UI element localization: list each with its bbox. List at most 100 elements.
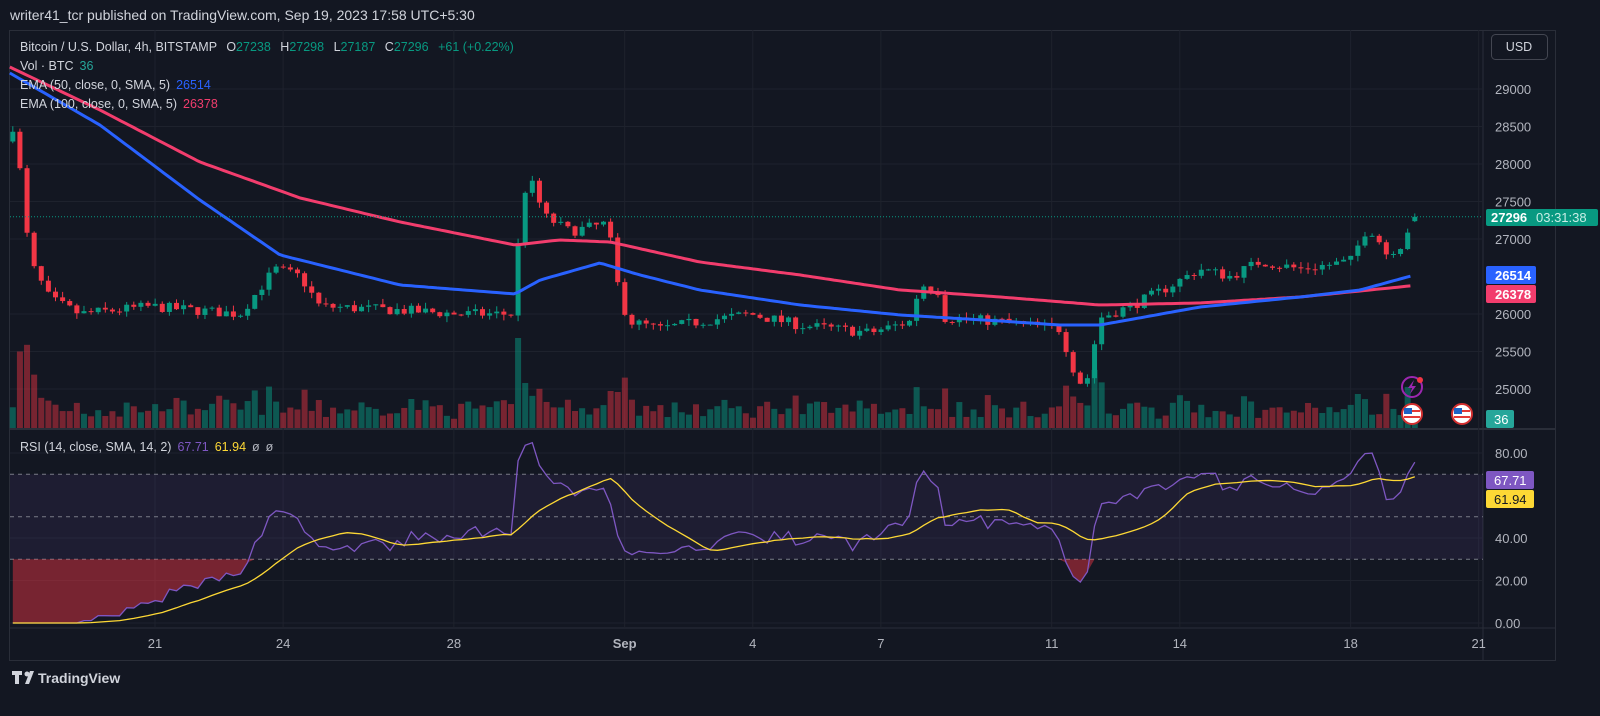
volume-bar [223,399,230,428]
candle-body [423,308,429,313]
candle-body [280,266,286,268]
candle-body [778,315,784,323]
candle-body [586,222,592,227]
volume-bar [251,390,258,428]
candle-body [24,168,30,233]
volume-bar [685,414,692,428]
volume-bar [1162,415,1169,428]
candle-body [1390,253,1396,255]
volume-bar [80,413,87,428]
candle-body [736,312,742,314]
volume-bar [315,400,322,428]
volume-bar [24,344,31,428]
candle-body [1191,275,1197,277]
candle-body [394,309,400,315]
volume-bar [1112,415,1119,428]
currency-button[interactable]: USD [1491,34,1548,60]
time-tick: 24 [276,636,290,651]
candle-body [1312,269,1318,271]
volume-bar [351,410,358,428]
volume-bars [9,338,1418,428]
volume-bar [1369,414,1376,428]
us-flag-event-icon[interactable] [1451,403,1473,425]
candle-body [430,308,436,313]
time-axis[interactable]: 21 24 28 Sep 4 7 11 14 18 21 [148,636,1486,651]
candle-body [878,329,884,333]
volume-bar [1326,407,1333,428]
rsi-tick: 80.00 [1495,446,1528,461]
volume-bar [1354,393,1361,428]
candle-body [117,311,123,313]
tradingview-logo[interactable]: TradingView [12,670,120,686]
chart-frame [9,30,1556,661]
us-flag-event-icon[interactable] [1401,403,1423,425]
volume-bar [721,399,728,428]
volume-bar [970,409,977,428]
candle-body [1234,275,1240,278]
candle-body [373,304,379,306]
volume-bar [479,405,486,428]
time-tick: 21 [148,636,162,651]
lightning-event-icon[interactable] [1401,376,1423,398]
volume-bar [1297,412,1304,428]
candle-body [800,328,806,330]
ema100-price-label: 26378 [1486,285,1536,303]
volume-bar [799,414,806,428]
ema50-legend[interactable]: EMA (50, close, 0, SMA, 5) 26514 [20,78,211,92]
candle-body [508,314,514,316]
close-value: 27296 [394,40,429,54]
volume-bar [280,412,287,428]
ema50-line[interactable] [9,71,1411,327]
rsi-tick: 20.00 [1495,574,1528,589]
volume-bar [977,417,984,428]
volume-bar [152,404,159,428]
candle-body [572,226,578,236]
candle-body [359,306,365,312]
volume-bar [543,401,550,428]
volume-bar [109,411,116,428]
candle-body [1348,255,1354,260]
rsi-sma-line[interactable] [12,476,1416,624]
price-tick: 27000 [1495,232,1531,247]
volume-bar [1120,408,1127,428]
volume-bar [693,404,700,428]
candle-body [1198,269,1204,276]
volume-bar [266,386,273,428]
candle-body [1355,245,1361,256]
candle-body [579,226,585,236]
volume-bar [123,402,130,428]
rsi-axis[interactable]: 80.00 40.00 20.00 0.00 [1495,446,1528,631]
volume-legend[interactable]: Vol · BTC 36 [20,59,93,73]
volume-bar [792,395,799,428]
rsi-oversold-fill [12,559,1415,623]
candle-body [978,315,984,319]
candle-body [1227,275,1233,279]
volume-bar [408,398,415,428]
candle-body [181,305,187,310]
ema100-line[interactable] [9,65,1411,307]
candle-body [1277,267,1283,269]
time-tick: 28 [447,636,461,651]
rsi-legend[interactable]: RSI (14, close, SMA, 14, 2) 67.71 61.94 ø ø [20,440,274,454]
volume-bar [465,401,472,428]
volume-bar [927,408,934,428]
published-header: writer41_tcr published on TradingView.co… [9,7,475,23]
ema100-legend[interactable]: EMA (100, close, 0, SMA, 5) 26378 [20,97,218,111]
candle-body [714,319,720,325]
volume-bar [344,409,351,428]
price-tick: 25500 [1495,345,1531,360]
rsi-lines [12,441,1416,624]
symbol-label[interactable]: Bitcoin / U.S. Dollar, 4h, BITSTAMP [20,40,217,54]
volume-bar [664,417,671,428]
volume-bar [401,407,408,428]
candle-body [1326,264,1332,266]
price-axis[interactable]: 29000 28500 28000 27500 27000 26000 25500 25000 [1495,82,1531,397]
candle-body [309,286,315,293]
candle-body [672,323,678,326]
candle-body [786,317,792,323]
rsi-line[interactable] [12,441,1416,624]
candle-body [1341,259,1347,262]
candle-body [238,315,244,317]
last-price-label: 27296 03:31:38 [1486,209,1598,226]
candle-body [1213,269,1219,271]
